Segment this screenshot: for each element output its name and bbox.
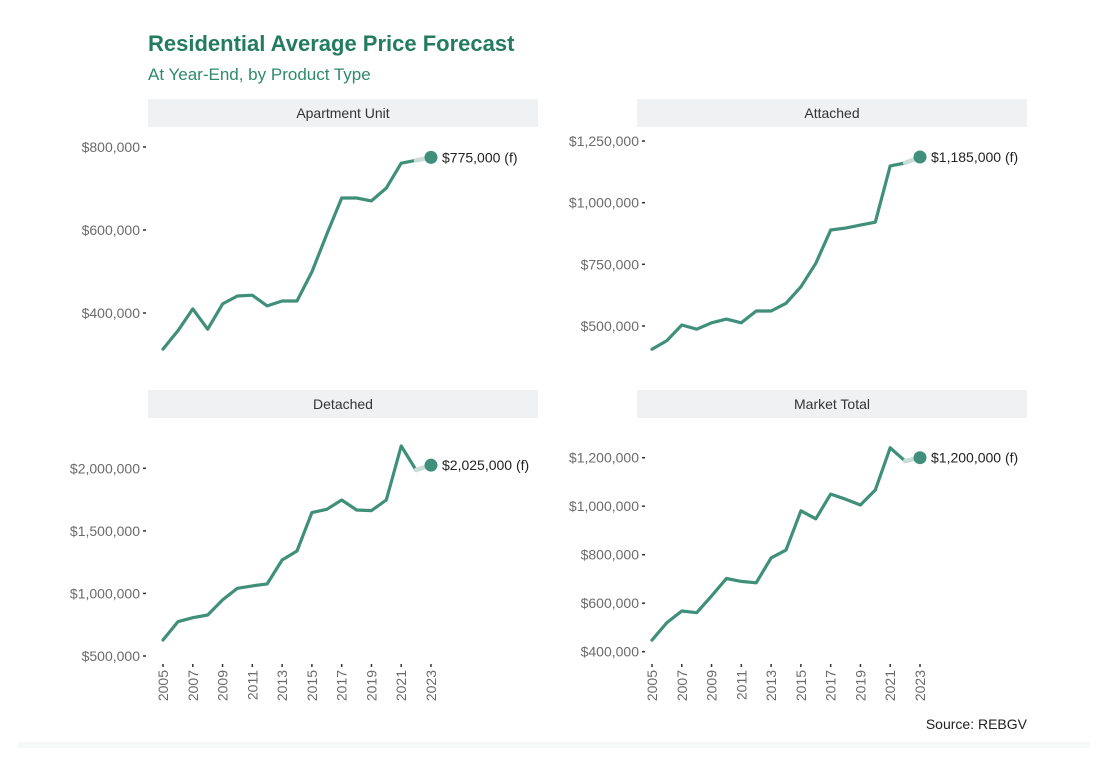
x-tick-label: 2015	[304, 670, 320, 701]
x-tick-label: 2007	[185, 670, 201, 701]
forecast-label: $2,025,000 (f)	[442, 457, 529, 473]
forecast-label: $1,185,000 (f)	[931, 149, 1018, 165]
x-tick-label: 2023	[912, 670, 928, 701]
y-tick-label: $1,500,000	[70, 523, 140, 539]
forecast-point	[913, 451, 927, 465]
x-tick-label: 2023	[423, 670, 439, 701]
y-tick-label: $500,000	[82, 648, 141, 664]
facet-strip-label: Apartment Unit	[296, 105, 389, 121]
x-tick-label: 2017	[823, 670, 839, 701]
x-tick-label: 2011	[244, 670, 260, 700]
facet-panel-apartment-unit: Apartment Unit $400,000 $600,000 $800,000 $7…	[82, 99, 538, 351]
x-tick-label: 2019	[852, 670, 868, 701]
x-tick-label: 2005	[155, 670, 171, 701]
facet-strip	[637, 99, 1027, 127]
y-tick-label: $2,000,000	[70, 460, 140, 476]
y-tick-label: $1,000,000	[70, 585, 140, 601]
x-tick-label: 2013	[274, 670, 290, 701]
series-line	[650, 161, 907, 351]
y-tick-label: $800,000	[581, 547, 640, 563]
facet-strip	[148, 390, 538, 418]
source-caption: Source: REBGV	[925, 716, 1027, 732]
y-tick-label: $1,000,000	[569, 195, 639, 211]
y-tick-label: $750,000	[581, 256, 640, 272]
y-tick-label: $600,000	[82, 222, 141, 238]
x-tick-label: 2019	[363, 670, 379, 701]
y-tick-label: $800,000	[82, 139, 141, 155]
series-line	[161, 444, 418, 642]
y-tick-label: $500,000	[581, 318, 640, 334]
forecast-point	[913, 150, 927, 164]
y-tick-label: $600,000	[581, 595, 640, 611]
chart-subtitle: At Year-End, by Product Type	[148, 65, 371, 84]
facet-panel-market-total: Market Total $400,000 $600,000 $800,000 $1,0…	[569, 390, 1027, 701]
facet-strip-label: Attached	[804, 105, 859, 121]
chart-title: Residential Average Price Forecast	[148, 31, 515, 56]
series-line	[161, 158, 418, 351]
forecast-label: $775,000 (f)	[442, 149, 518, 165]
footer-strip	[18, 742, 1090, 748]
x-tick-label: 2009	[704, 670, 720, 701]
x-tick-label: 2013	[763, 670, 779, 701]
series-line	[650, 446, 907, 642]
facet-strip-label: Market Total	[794, 396, 870, 412]
forecast-point	[424, 458, 438, 472]
x-tick-label: 2009	[215, 670, 231, 701]
x-tick-label: 2017	[334, 670, 350, 701]
facet-panel-detached: Detached $500,000 $1,000,000 $1,500,000 $2,0…	[70, 390, 538, 701]
x-tick-label: 2005	[644, 670, 660, 701]
facet-strip	[637, 390, 1027, 418]
forecast-label: $1,200,000 (f)	[931, 450, 1018, 466]
facet-strip-label: Detached	[313, 396, 373, 412]
facet-panel-attached: Attached $500,000 $750,000 $1,000,000 $1,250…	[569, 99, 1027, 351]
facet-strip	[148, 99, 538, 127]
x-tick-label: 2007	[674, 670, 690, 701]
forecast-point	[424, 150, 438, 164]
y-tick-label: $1,200,000	[569, 450, 639, 466]
x-tick-label: 2021	[882, 670, 898, 701]
y-tick-label: $400,000	[581, 644, 640, 660]
y-tick-label: $400,000	[82, 305, 141, 321]
x-tick-label: 2021	[393, 670, 409, 701]
x-tick-label: 2011	[733, 670, 749, 700]
y-tick-label: $1,000,000	[569, 498, 639, 514]
x-tick-label: 2015	[793, 670, 809, 701]
y-tick-label: $1,250,000	[569, 133, 639, 149]
